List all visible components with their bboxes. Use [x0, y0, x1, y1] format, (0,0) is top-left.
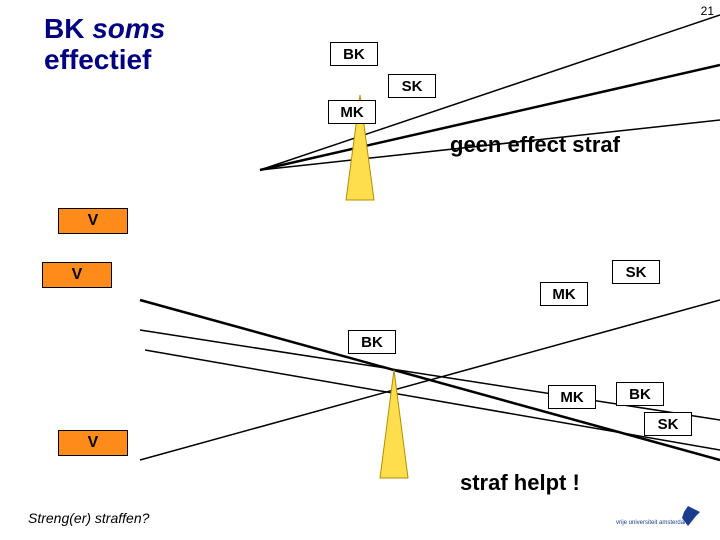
bottom-box-bk-left: BK	[348, 330, 396, 354]
annotation-helps: straf helpt !	[460, 470, 580, 496]
bottom-box-mk: MK	[548, 385, 596, 409]
title-bk: BK	[44, 13, 92, 44]
title-line2: effectief	[44, 44, 151, 75]
bottom-box-bk-right: BK	[616, 382, 664, 406]
logo-icon: vrije universiteit amsterdam	[616, 504, 706, 530]
annotation-no-effect: geen effect straf	[450, 132, 620, 158]
v-box-3: V	[58, 430, 128, 456]
top-box-sk: SK	[388, 74, 436, 98]
bottom-box-sk: SK	[644, 412, 692, 436]
mid-box-mk: MK	[540, 282, 588, 306]
slide-title: BK soms effectief	[44, 14, 165, 76]
slide-number: 21	[701, 4, 714, 18]
title-soms: soms	[92, 13, 165, 44]
mid-box-sk: SK	[612, 260, 660, 284]
v-box-1: V	[58, 208, 128, 234]
top-box-bk: BK	[330, 42, 378, 66]
footer-text: Streng(er) straffen?	[28, 510, 149, 526]
v-box-2: V	[42, 262, 112, 288]
top-box-mk: MK	[328, 100, 376, 124]
svg-text:vrije universiteit amsterdam: vrije universiteit amsterdam	[616, 520, 689, 526]
